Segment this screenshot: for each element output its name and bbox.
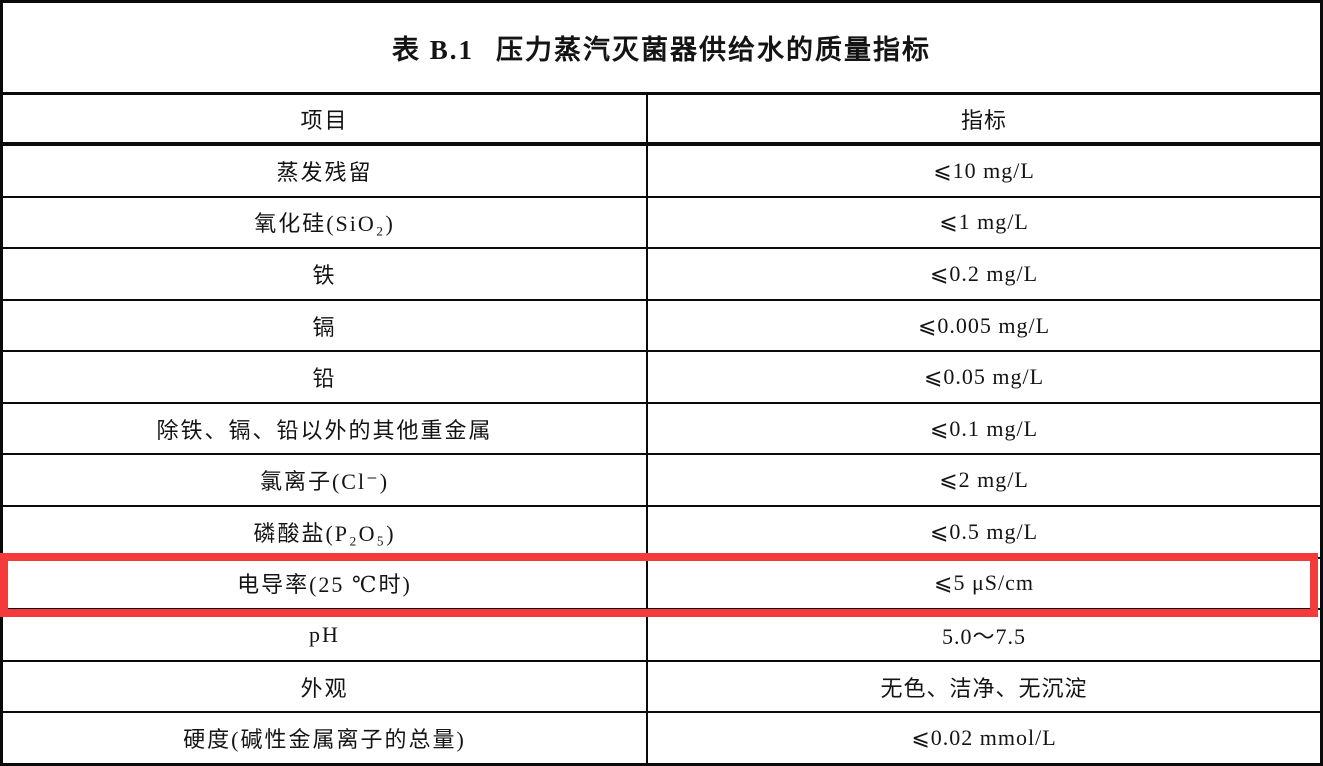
table-row: 磷酸盐(P₂O₅) ⩽0.5 mg/L [3, 507, 1320, 559]
item-cell: 电导率(25 ℃时) [3, 558, 648, 609]
item-cell: 氧化硅(SiO₂) [3, 197, 648, 248]
item-cell: 磷酸盐(P₂O₅) [3, 507, 648, 557]
table-row: 铅 ⩽0.05 mg/L [3, 352, 1320, 404]
table-title-text: 压力蒸汽灭菌器供给水的质量指标 [496, 35, 931, 65]
table-row: 镉 ⩽0.005 mg/L [3, 300, 1320, 353]
item-cell: 外观 [3, 661, 648, 712]
column-header-value: 指标 [960, 107, 1007, 133]
table-row: 氧化硅(SiO₂) ⩽1 mg/L [3, 197, 1320, 250]
value-cell: ⩽0.02 mmol/L [911, 725, 1057, 751]
value-cell: ⩽2 mg/L [939, 467, 1029, 493]
value-cell: 无色、洁净、无沉淀 [880, 675, 1088, 701]
value-cell: ⩽0.5 mg/L [929, 518, 1039, 544]
table-row: 氯离子(Cl⁻) ⩽2 mg/L [3, 455, 1320, 508]
item-cell: 除铁、镉、铅以外的其他重金属 [3, 403, 648, 454]
value-cell: ⩽0.005 mg/L [917, 312, 1051, 338]
table-row: 电导率(25 ℃时) ⩽5 μS/cm [3, 558, 1320, 611]
item-cell: 镉 [3, 300, 648, 351]
table-row: 蒸发残留 ⩽10 mg/L [3, 146, 1320, 198]
item-cell: 蒸发残留 [3, 146, 648, 196]
table-label: 表 B.1 [391, 35, 474, 65]
value-cell: ⩽0.1 mg/L [929, 415, 1039, 441]
table-body: 蒸发残留 ⩽10 mg/L 氧化硅(SiO₂) ⩽1 mg/L 铁 ⩽0.2 m… [3, 146, 1320, 763]
value-cell: 5.0～7.5 [941, 623, 1026, 649]
item-cell: 铁 [3, 249, 648, 299]
table-row: 外观 无色、洁净、无沉淀 [3, 661, 1320, 714]
item-cell: 氯离子(Cl⁻) [3, 455, 648, 506]
value-cell: ⩽10 mg/L [933, 157, 1035, 183]
item-cell: pH [3, 610, 648, 660]
item-cell: 硬度(碱性金属离子的总量) [3, 713, 648, 763]
table-header-row: 项目 指标 [3, 95, 1320, 146]
table-row: pH 5.0～7.5 [3, 610, 1320, 662]
table-row: 硬度(碱性金属离子的总量) ⩽0.02 mmol/L [3, 713, 1320, 763]
item-cell: 铅 [3, 352, 648, 402]
table-row: 除铁、镉、铅以外的其他重金属 ⩽0.1 mg/L [3, 403, 1320, 456]
value-cell: ⩽0.05 mg/L [923, 364, 1045, 390]
table-title: 表 B.1 压力蒸汽灭菌器供给水的质量指标 [3, 3, 1320, 95]
table-row: 铁 ⩽0.2 mg/L [3, 249, 1320, 301]
column-header-item: 项目 [3, 95, 648, 142]
value-cell: ⩽5 μS/cm [934, 570, 1034, 596]
value-cell: ⩽0.2 mg/L [929, 260, 1039, 286]
value-cell: ⩽1 mg/L [939, 209, 1029, 235]
